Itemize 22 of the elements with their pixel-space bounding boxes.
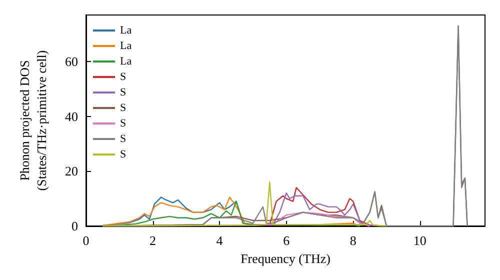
y-tick-label: 60	[65, 54, 78, 70]
x-tick-label: 2	[150, 233, 156, 248]
y-axis-title: Phonon projected DOS (States/THz·primitive cell)	[17, 50, 49, 191]
x-tick-label: 8	[350, 233, 356, 248]
legend-label: S	[120, 148, 126, 160]
legend-label: S	[120, 118, 126, 130]
legend-label: S	[120, 133, 126, 145]
x-axis-title: Frequency (THz)	[240, 250, 330, 266]
y-tick-label: 20	[65, 164, 78, 179]
legend-label: La	[120, 40, 132, 52]
legend-label: S	[120, 71, 126, 83]
y-tick-label: 0	[72, 218, 78, 234]
legend-label: S	[120, 86, 126, 98]
x-tick-label: 10	[413, 233, 426, 248]
x-tick-label: 6	[283, 233, 290, 248]
line-series	[102, 182, 388, 227]
y-tick-label: 40	[65, 108, 78, 124]
x-tick-label: 0	[82, 233, 90, 248]
x-tick-label: 4	[216, 233, 224, 248]
legend-label: La	[120, 56, 132, 68]
legend-label: La	[120, 24, 132, 36]
legend-label: S	[120, 102, 126, 114]
